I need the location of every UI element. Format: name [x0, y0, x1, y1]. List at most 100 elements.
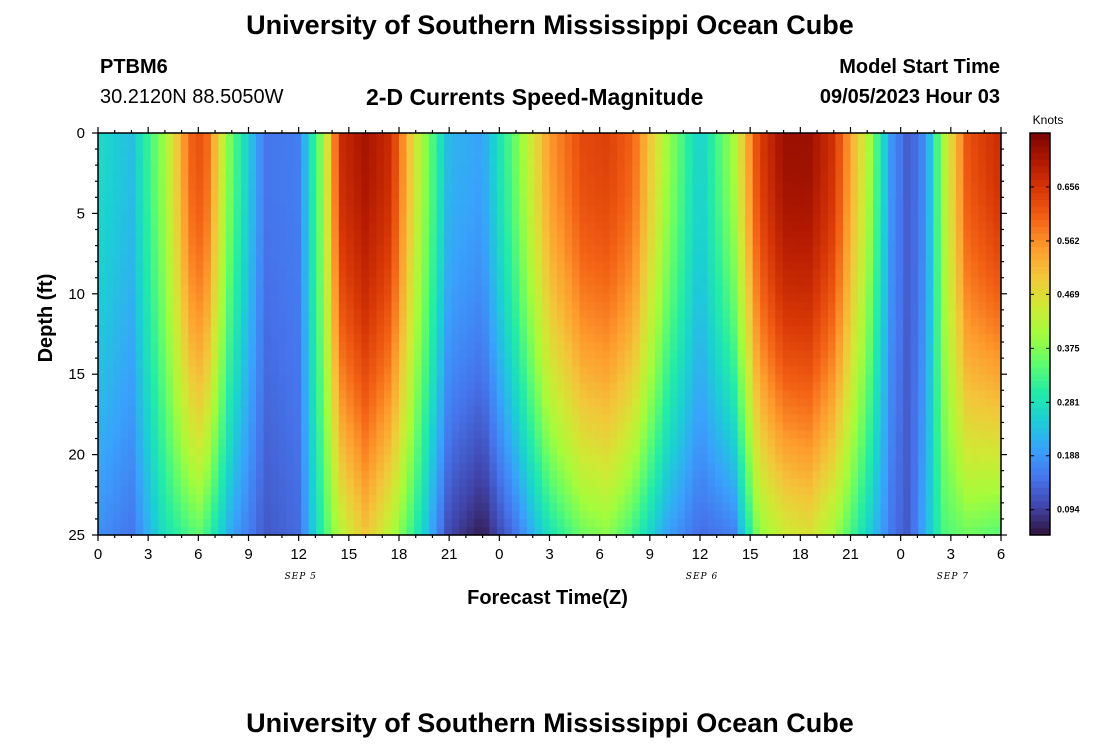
heatmap-cell: [594, 221, 603, 231]
heatmap-cell: [647, 269, 656, 279]
heatmap-cell: [489, 414, 498, 424]
heatmap-cell: [263, 301, 272, 311]
heatmap-cell: [790, 229, 799, 239]
heatmap-cell: [135, 181, 144, 190]
heatmap-cell: [715, 325, 724, 335]
heatmap-cell: [240, 261, 250, 271]
heatmap-cell: [564, 446, 573, 456]
heatmap-cell: [143, 510, 152, 520]
heatmap-cell: [519, 486, 528, 496]
heatmap-cell: [383, 237, 393, 247]
heatmap-cell: [323, 478, 332, 488]
heatmap-cell: [263, 414, 272, 424]
heatmap-cell: [218, 390, 227, 399]
heatmap-cell: [775, 325, 784, 335]
heatmap-cell: [684, 245, 694, 255]
heatmap-cell: [195, 494, 204, 504]
heatmap-cell: [218, 141, 227, 150]
heatmap-cell: [511, 350, 521, 359]
heatmap-cell: [376, 462, 385, 472]
heatmap-cell: [135, 406, 144, 415]
heatmap-cell: [684, 518, 694, 528]
heatmap-cell: [767, 205, 776, 214]
heatmap-cell: [399, 478, 408, 488]
heatmap-cell: [173, 398, 182, 407]
heatmap-cell: [233, 526, 242, 536]
heatmap-cell: [444, 269, 453, 279]
heatmap-cell: [113, 526, 122, 536]
heatmap-cell: [835, 277, 844, 287]
heatmap-cell: [805, 422, 814, 432]
heatmap-cell: [316, 229, 325, 239]
heatmap-cell: [308, 454, 317, 464]
heatmap-cell: [820, 133, 829, 142]
heatmap-cell: [218, 189, 227, 198]
heatmap-cell: [165, 486, 174, 496]
heatmap-cell: [541, 165, 551, 174]
heatmap-cell: [579, 470, 588, 480]
heatmap-cell: [760, 390, 769, 399]
heatmap-cell: [587, 221, 596, 231]
heatmap-cell: [624, 197, 633, 206]
heatmap-cell: [346, 382, 355, 391]
heatmap-cell: [444, 526, 453, 536]
heatmap-cell: [647, 526, 656, 536]
heatmap-cell: [624, 293, 633, 303]
heatmap-cell: [293, 430, 302, 440]
heatmap-cell: [481, 301, 490, 311]
heatmap-cell: [256, 317, 265, 327]
heatmap-cell: [752, 398, 761, 407]
heatmap-cell: [805, 237, 814, 247]
heatmap-cell: [564, 454, 573, 464]
heatmap-cell: [263, 277, 272, 287]
heatmap-cell: [406, 390, 415, 399]
heatmap-cell: [519, 277, 528, 287]
heatmap-cell: [346, 237, 355, 247]
heatmap-cell: [842, 229, 852, 239]
heatmap-cell: [677, 213, 686, 223]
heatmap-cell: [609, 398, 618, 407]
heatmap-cell: [812, 470, 822, 480]
heatmap-cell: [143, 197, 152, 206]
heatmap-cell: [105, 334, 114, 343]
heatmap-cell: [414, 165, 423, 174]
heatmap-cell: [752, 438, 761, 448]
heatmap-cell: [180, 181, 189, 190]
heatmap-cell: [715, 358, 724, 367]
heatmap-cell: [797, 189, 806, 198]
heatmap-cell: [173, 454, 182, 464]
heatmap-cell: [594, 350, 603, 359]
heatmap-cell: [233, 245, 242, 255]
heatmap-cell: [240, 502, 250, 512]
heatmap-cell: [361, 213, 370, 223]
heatmap-cell: [353, 309, 362, 319]
heatmap-cell: [331, 205, 340, 214]
heatmap-cell: [489, 173, 498, 182]
heatmap-cell: [609, 253, 618, 263]
heatmap-cell: [594, 422, 603, 432]
heatmap-cell: [842, 213, 852, 223]
heatmap-cell: [383, 390, 393, 399]
heatmap-cell: [617, 406, 626, 415]
heatmap-cell: [700, 285, 709, 295]
heatmap-cell: [286, 406, 295, 415]
heatmap-cell: [135, 293, 144, 303]
heatmap-cell: [158, 526, 167, 536]
heatmap-cell: [263, 325, 272, 335]
heatmap-cell: [752, 133, 761, 142]
heatmap-cell: [444, 149, 453, 158]
heatmap-cell: [293, 526, 302, 536]
heatmap-cell: [760, 277, 769, 287]
heatmap-cell: [489, 165, 498, 174]
heatmap-cell: [526, 301, 536, 311]
heatmap-cell: [188, 494, 197, 504]
heatmap-cell: [113, 414, 122, 424]
heatmap-cell: [677, 237, 686, 247]
heatmap-cell: [511, 245, 521, 255]
heatmap-cell: [692, 454, 701, 464]
heatmap-cell: [293, 414, 302, 424]
heatmap-cell: [429, 173, 438, 182]
heatmap-cell: [391, 342, 400, 351]
heatmap-cell: [715, 189, 724, 198]
heatmap-cell: [752, 478, 761, 488]
